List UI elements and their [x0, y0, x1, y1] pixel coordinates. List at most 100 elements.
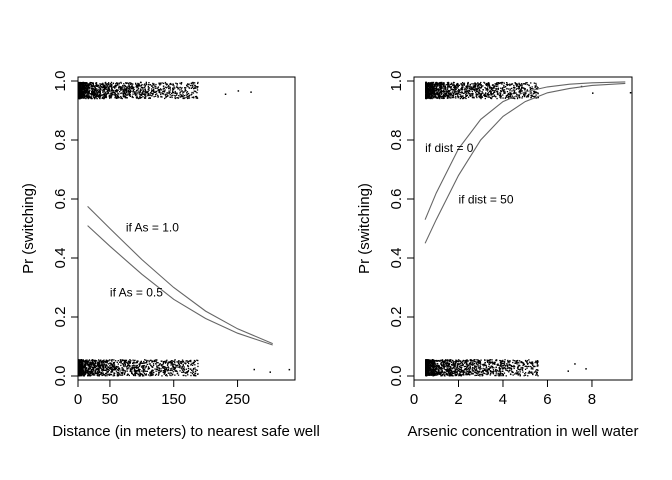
data-point	[108, 359, 111, 361]
data-point	[456, 83, 458, 86]
data-point	[492, 93, 494, 95]
data-point	[490, 96, 492, 99]
data-point	[447, 366, 450, 368]
data-point	[82, 366, 84, 368]
data-point	[114, 364, 116, 366]
data-point	[99, 90, 101, 93]
data-point	[196, 96, 198, 98]
data-point	[464, 360, 466, 362]
data-point	[78, 93, 80, 95]
data-point	[84, 365, 87, 367]
data-point	[495, 87, 497, 90]
data-point	[98, 369, 101, 371]
data-point	[176, 97, 178, 99]
data-point	[119, 361, 121, 363]
data-point	[179, 92, 181, 94]
data-point	[128, 92, 131, 94]
data-point	[102, 85, 104, 88]
data-point	[172, 83, 174, 85]
data-point	[96, 94, 99, 96]
data-point	[135, 91, 137, 93]
data-point	[121, 359, 123, 361]
data-point	[507, 96, 509, 98]
data-point	[183, 374, 185, 377]
data-point	[174, 370, 176, 372]
data-point	[123, 93, 125, 95]
data-point	[534, 85, 537, 87]
data-point	[119, 91, 121, 93]
data-point	[516, 84, 518, 87]
data-point	[115, 86, 117, 88]
data-point	[130, 85, 133, 87]
data-point	[194, 360, 196, 362]
data-point	[433, 88, 435, 90]
data-point	[524, 94, 526, 97]
data-point	[82, 365, 85, 367]
data-point	[139, 372, 141, 375]
data-point	[93, 86, 95, 88]
data-point	[532, 93, 535, 95]
data-point	[174, 362, 176, 364]
data-point	[459, 97, 461, 100]
data-point	[129, 88, 131, 90]
data-point	[482, 367, 484, 370]
data-point	[487, 82, 490, 84]
data-point	[435, 97, 437, 99]
data-point	[504, 91, 506, 93]
data-point	[449, 86, 451, 88]
data-point	[145, 97, 147, 99]
data-point	[479, 365, 481, 367]
data-point	[104, 93, 106, 95]
data-point	[151, 89, 153, 92]
data-point	[125, 86, 128, 88]
data-point	[88, 368, 91, 370]
data-point	[184, 97, 186, 99]
data-point	[98, 94, 100, 97]
data-point	[95, 82, 98, 84]
data-point	[179, 89, 181, 91]
data-point	[122, 89, 124, 91]
data-point	[172, 90, 174, 93]
data-point	[439, 92, 441, 94]
data-point	[139, 97, 141, 99]
data-point	[99, 93, 101, 95]
data-point	[525, 93, 527, 95]
x-tick-label: 2	[454, 391, 462, 408]
data-point	[171, 96, 173, 99]
data-point	[162, 367, 164, 369]
data-point	[117, 365, 119, 368]
data-point	[147, 90, 149, 93]
data-point	[154, 359, 157, 361]
data-point	[115, 83, 117, 85]
data-point	[472, 363, 475, 365]
data-point	[515, 83, 517, 85]
data-point	[179, 91, 182, 93]
data-point	[515, 88, 518, 90]
data-point	[458, 360, 460, 362]
data-point	[477, 94, 479, 96]
data-point	[443, 90, 445, 92]
data-point	[189, 360, 191, 362]
data-point	[122, 370, 124, 372]
data-point	[503, 372, 506, 374]
data-point	[104, 88, 107, 90]
data-point	[143, 87, 145, 89]
data-point	[153, 359, 156, 362]
data-point	[152, 92, 154, 95]
data-point	[93, 365, 96, 367]
data-point	[110, 90, 113, 92]
data-point	[513, 367, 515, 370]
data-point	[145, 362, 147, 364]
data-point	[122, 368, 124, 370]
data-point	[529, 365, 531, 368]
data-point	[456, 364, 458, 367]
data-point	[86, 93, 88, 95]
data-point	[448, 84, 450, 86]
data-point	[87, 95, 90, 97]
data-point	[529, 88, 532, 91]
data-point	[489, 87, 491, 89]
data-point	[509, 90, 511, 92]
data-point	[85, 83, 87, 85]
data-point	[485, 366, 488, 368]
data-point	[427, 359, 429, 361]
